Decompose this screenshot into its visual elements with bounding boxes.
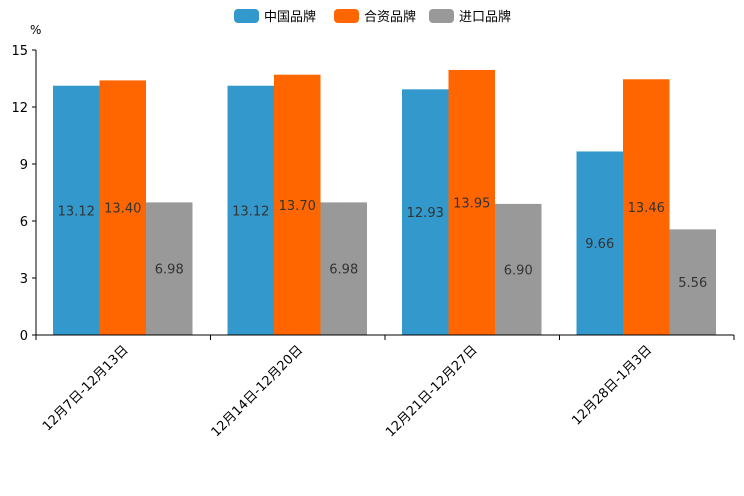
data-label: 13.12 [58,204,95,219]
x-tick-label: 12月28日-1月3日 [569,343,655,429]
bar [623,79,670,335]
data-label: 13.46 [628,201,665,216]
data-label: 6.90 [504,263,533,278]
legend-swatch [234,9,259,23]
y-axis-unit-label: % [30,23,41,37]
legend-item[interactable]: 合资品牌 [334,9,416,25]
data-label: 13.95 [453,196,490,211]
bar [227,85,274,335]
data-label: 13.12 [232,204,269,219]
data-label: 13.70 [279,199,316,214]
bars [53,69,716,336]
bar [320,202,367,335]
data-label: 9.66 [585,237,614,252]
legend-item[interactable]: 中国品牌 [234,9,316,25]
legend-label: 合资品牌 [364,9,416,25]
x-tick-label: 12月7日-12月13日 [40,343,132,435]
bar [495,203,542,335]
bar [53,85,100,335]
bar [146,202,193,335]
data-label: 6.98 [155,263,184,278]
y-tick-label: 12 [11,101,28,116]
y-tick-label: 3 [20,272,28,287]
data-label: 5.56 [678,276,707,291]
data-labels: 13.12 13.40 6.98 13.12 13.70 6.98 12.93 13.95 6.… [58,196,708,291]
bar [448,69,495,335]
data-label: 6.98 [329,263,358,278]
x-tick-label: 12月21日-12月27日 [383,343,480,440]
x-axis: 12月7日-12月13日 12月14日-12月20日 12月21日-12月27日 12… [35,334,735,440]
data-label: 12.93 [407,206,444,221]
bar [99,80,146,336]
x-tick-label: 12月14日-12月20日 [209,343,306,440]
y-tick-label: 15 [11,44,28,59]
y-tick-label: 0 [20,329,28,344]
legend-item[interactable]: 进口品牌 [429,9,511,25]
legend-label: 进口品牌 [459,9,511,25]
y-axis: 0 3 6 9 12 15 [11,44,37,344]
legend-swatch [429,9,454,23]
y-tick-label: 9 [20,158,28,173]
data-label: 13.40 [104,202,141,217]
y-tick-label: 6 [20,215,28,230]
bar [576,151,623,335]
bar [274,74,321,335]
bar [669,229,716,335]
legend-label: 中国品牌 [264,9,316,25]
legend[interactable]: 中国品牌 合资品牌 进口品牌 [234,9,511,25]
bar [402,89,449,335]
legend-swatch [334,9,359,23]
